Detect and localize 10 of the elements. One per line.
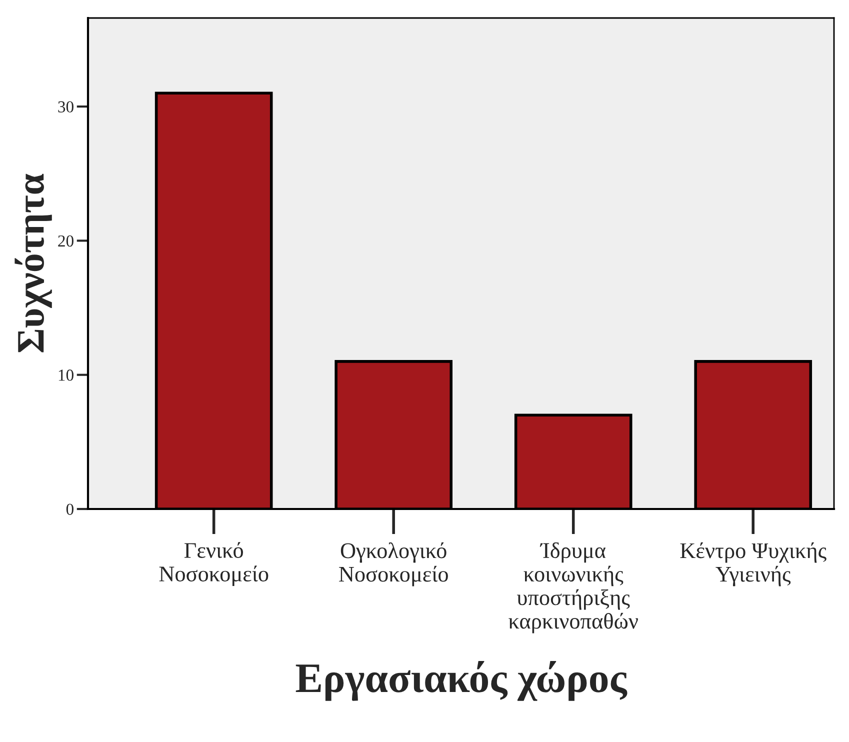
- y-tick-label: 0: [66, 504, 74, 515]
- x-axis-title: Εργασιακός χώρος: [296, 661, 628, 701]
- x-tick-label: Ογκολογικό Νοσοκομείο: [339, 542, 448, 586]
- y-tick-label: 10: [58, 370, 74, 381]
- y-axis-title: Συχνότητα: [14, 174, 52, 352]
- x-tick-label: Γενικό Νοσοκομείο: [159, 542, 268, 586]
- x-tick-label: Κέντρο Ψυχικής Υγιεινής: [680, 542, 826, 586]
- y-tick-label: 20: [58, 235, 74, 247]
- x-tick-label: Ίδρυμα κοινωνικής υποστήριξης καρκινοπαθών: [508, 542, 638, 634]
- y-tick-label: 30: [58, 101, 74, 112]
